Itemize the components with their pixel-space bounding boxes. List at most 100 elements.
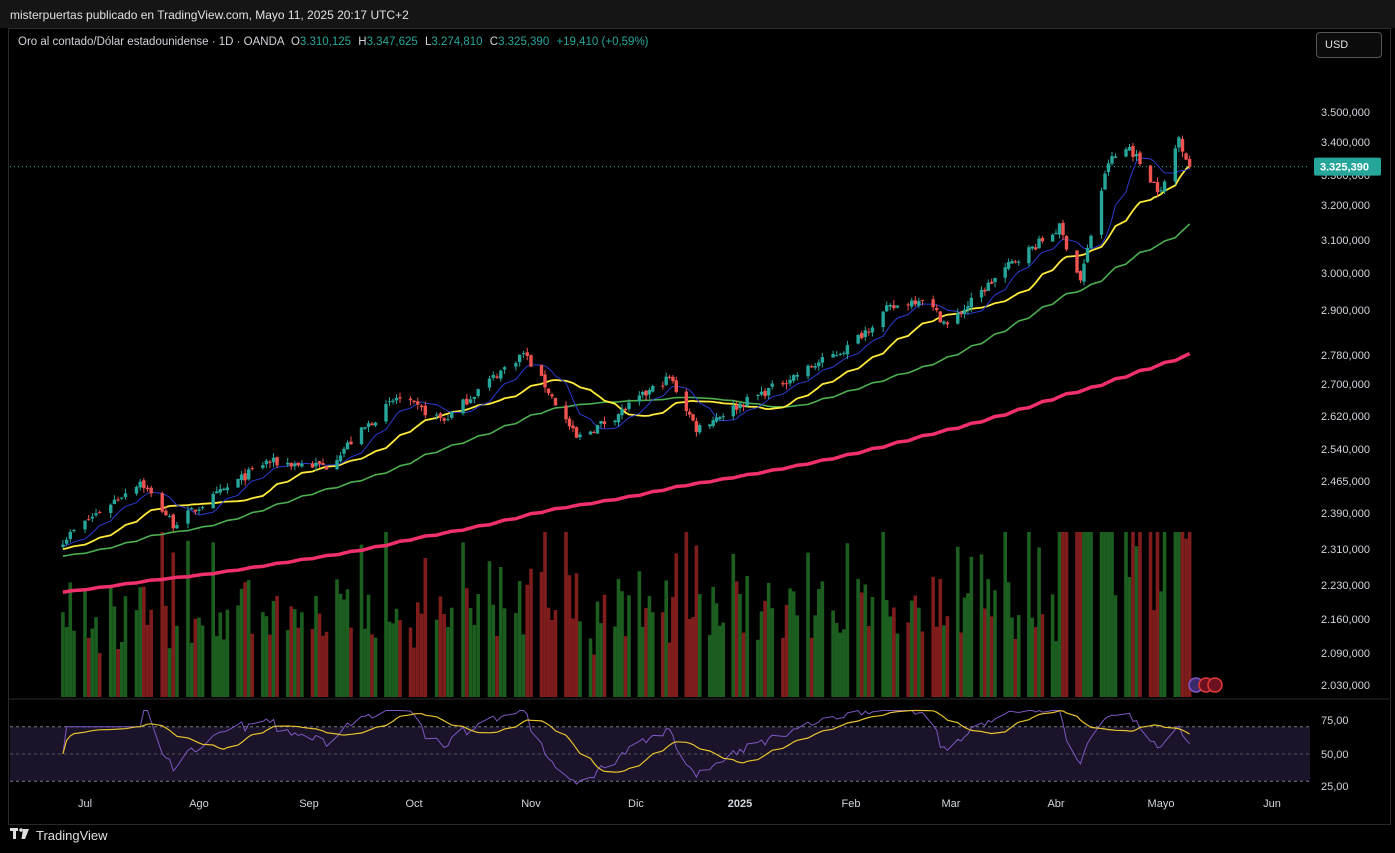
volume-bar — [1075, 532, 1079, 697]
candle-body — [1089, 235, 1093, 249]
candle-body — [1057, 223, 1062, 235]
price-axis-tick: 2.160,000 — [1321, 614, 1370, 626]
price-axis-tick: 2.230,000 — [1321, 580, 1370, 592]
volume-bar — [310, 629, 315, 697]
rsi-axis-tick: 50,00 — [1321, 749, 1349, 761]
candle-body — [806, 365, 810, 377]
volume-bar — [1040, 614, 1045, 697]
time-axis-label: Jul — [78, 798, 92, 810]
candle-body — [885, 305, 889, 312]
volume-bar — [578, 621, 582, 697]
volume-bar — [491, 604, 496, 697]
candle-body — [94, 513, 98, 516]
candle-body — [1103, 173, 1107, 190]
candle-body — [870, 327, 875, 333]
volume-bar — [1033, 627, 1038, 697]
tradingview-logo-icon[interactable] — [10, 828, 30, 843]
high-label: H — [358, 36, 367, 48]
candle-body — [895, 305, 900, 308]
volume-bar — [564, 532, 568, 697]
volume-bar — [239, 588, 244, 697]
volume-bar — [592, 654, 596, 697]
volume-bar — [119, 641, 124, 697]
candle-body — [667, 376, 672, 378]
price-axis-tick: 2.780,000 — [1321, 350, 1370, 362]
candle-body — [684, 391, 689, 412]
candle-body — [321, 463, 325, 465]
candle-body — [888, 305, 892, 307]
volume-bar — [623, 636, 628, 697]
volume-bar — [756, 639, 760, 697]
candle-body — [641, 391, 645, 395]
volume-bar — [359, 544, 364, 697]
candle-body — [674, 380, 678, 393]
candle-body — [239, 474, 244, 481]
candle-body — [289, 462, 293, 467]
volume-bar — [1064, 532, 1069, 697]
candle-body — [72, 530, 76, 532]
candle-body — [989, 281, 994, 284]
volume-bar — [1082, 532, 1086, 697]
volume-bar — [525, 584, 530, 697]
volume-bar — [959, 632, 963, 697]
candle-body — [892, 305, 896, 309]
candle-body — [694, 421, 699, 432]
footer-brand[interactable]: TradingView — [36, 828, 108, 843]
candle-body — [64, 539, 69, 544]
volume-bar — [108, 585, 113, 697]
high-value: 3.347,625 — [366, 36, 418, 48]
volume-bar — [476, 594, 480, 697]
volume-bar — [218, 612, 223, 697]
volume-bar — [895, 633, 900, 697]
candle-body — [962, 309, 967, 315]
volume-bar — [499, 567, 503, 697]
volume-bar — [391, 623, 395, 697]
volume-series — [61, 532, 1192, 697]
candle-body — [1159, 190, 1163, 192]
candle-body — [446, 419, 450, 421]
candle-body — [959, 312, 963, 315]
candle-body — [845, 345, 850, 355]
volume-bar — [246, 580, 251, 697]
volume-bar — [845, 543, 850, 697]
volume-bar — [61, 612, 65, 697]
candle-body — [145, 487, 150, 490]
volume-bar — [1013, 638, 1018, 697]
volume-bar — [83, 589, 87, 697]
volume-bar — [795, 615, 800, 697]
open-value: 3.310,125 — [299, 36, 352, 48]
candle-body — [225, 487, 230, 491]
candle-body — [1006, 262, 1011, 269]
candle-body — [218, 489, 222, 493]
candle-body — [564, 405, 568, 420]
volume-bar — [521, 634, 526, 697]
volume-bar — [167, 648, 172, 697]
candle-body — [1061, 222, 1065, 236]
volume-bar — [271, 600, 276, 697]
symbol-name[interactable]: Oro al contado/Dólar estadounidense · 1D… — [18, 36, 285, 48]
volume-bar — [438, 596, 443, 697]
open-label: O — [290, 36, 300, 48]
candle-body — [813, 365, 817, 368]
volume-bar — [820, 581, 825, 697]
candle-body — [711, 420, 715, 426]
candle-body — [517, 354, 522, 363]
candle-body — [661, 385, 665, 387]
volume-bar — [1006, 582, 1011, 697]
volume-bar — [884, 599, 889, 697]
candle-body — [423, 405, 428, 416]
currency-button[interactable]: USD — [1316, 32, 1382, 58]
candle-body — [691, 414, 695, 421]
volume-bar — [763, 600, 767, 697]
candle-body — [644, 390, 648, 396]
volume-bar — [546, 607, 551, 697]
volume-bar — [495, 636, 499, 697]
candle-body — [1003, 267, 1007, 278]
volume-bar — [966, 593, 970, 697]
candle-body — [342, 448, 346, 454]
footer: TradingView — [10, 828, 108, 843]
candle-body — [770, 383, 774, 387]
candle-body — [945, 322, 950, 325]
candle-body — [784, 383, 789, 385]
